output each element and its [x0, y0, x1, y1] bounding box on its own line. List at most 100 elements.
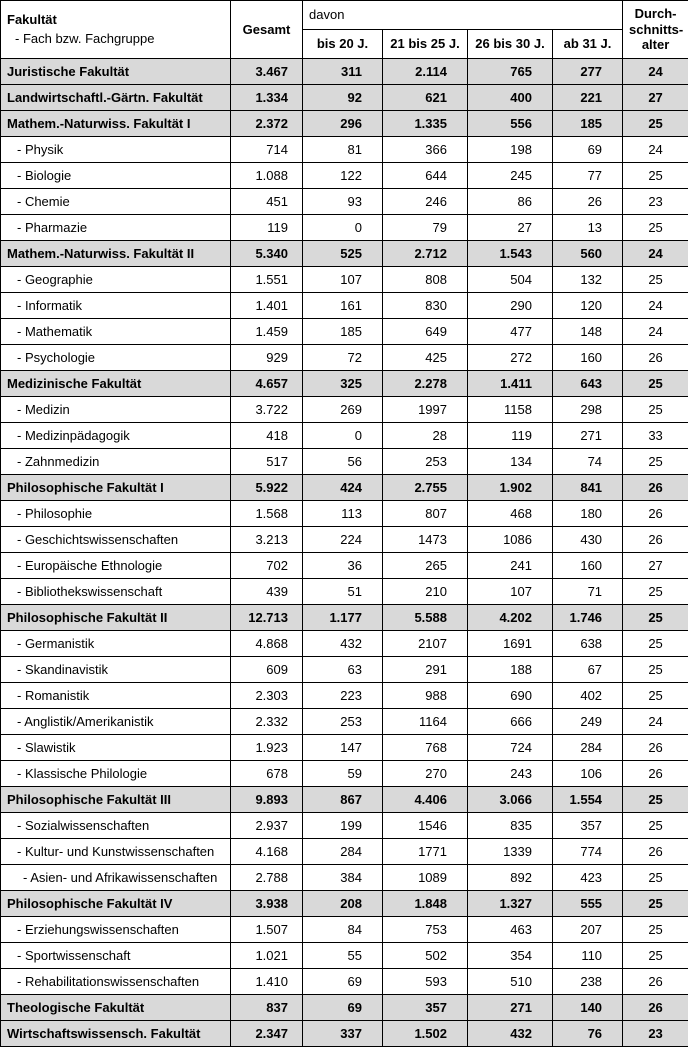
table-row: - Kultur- und Kunstwissenschaften4.16828…	[1, 838, 688, 864]
table-row: - Klassische Philologie6785927024310626	[1, 760, 688, 786]
row-value: 180	[553, 500, 623, 526]
faculty-age-table: Fakultät - Fach bzw. Fachgruppe Gesamt d…	[0, 0, 688, 1047]
row-label: - Erziehungswissenschaften	[1, 916, 231, 942]
table-row: - Medizinpädagogik41802811927133	[1, 422, 688, 448]
row-label: - Mathematik	[1, 318, 231, 344]
row-value: 425	[383, 344, 468, 370]
table-row: - Zahnmedizin517562531347425	[1, 448, 688, 474]
row-value: 81	[303, 136, 383, 162]
row-value: 1.177	[303, 604, 383, 630]
table-row: - Physik714813661986924	[1, 136, 688, 162]
row-value: 284	[303, 838, 383, 864]
row-label: - Chemie	[1, 188, 231, 214]
row-gesamt: 3.213	[231, 526, 303, 552]
table-row: - Medizin3.7222691997115829825	[1, 396, 688, 422]
row-value: 69	[303, 968, 383, 994]
row-value: 69	[553, 136, 623, 162]
row-gesamt: 2.372	[231, 110, 303, 136]
row-value: 272	[468, 344, 553, 370]
row-label: Theologische Fakultät	[1, 994, 231, 1020]
row-value: 621	[383, 84, 468, 110]
row-value: 0	[303, 214, 383, 240]
row-value: 26	[553, 188, 623, 214]
row-gesamt: 609	[231, 656, 303, 682]
row-value: 55	[303, 942, 383, 968]
row-label: - Zahnmedizin	[1, 448, 231, 474]
table-row: - Biologie1.0881226442457725	[1, 162, 688, 188]
row-value: 1158	[468, 396, 553, 422]
row-value: 271	[468, 994, 553, 1020]
header-col-2: 26 bis 30 J.	[468, 29, 553, 58]
row-label: Philosophische Fakultät IV	[1, 890, 231, 916]
row-gesamt: 929	[231, 344, 303, 370]
row-value: 1.411	[468, 370, 553, 396]
row-value: 77	[553, 162, 623, 188]
row-gesamt: 2.303	[231, 682, 303, 708]
row-value: 384	[303, 864, 383, 890]
row-value: 643	[553, 370, 623, 396]
row-value: 765	[468, 58, 553, 84]
row-value: 199	[303, 812, 383, 838]
row-label: - Medizin	[1, 396, 231, 422]
row-avg: 25	[623, 370, 688, 396]
row-value: 768	[383, 734, 468, 760]
row-value: 185	[303, 318, 383, 344]
row-value: 463	[468, 916, 553, 942]
row-value: 337	[303, 1020, 383, 1046]
row-gesamt: 837	[231, 994, 303, 1020]
row-avg: 25	[623, 786, 688, 812]
table-header: Fakultät - Fach bzw. Fachgruppe Gesamt d…	[1, 1, 688, 59]
row-value: 132	[553, 266, 623, 292]
row-value: 290	[468, 292, 553, 318]
row-value: 1.502	[383, 1020, 468, 1046]
row-value: 556	[468, 110, 553, 136]
header-avg-text: Durch- schnitts- alter	[629, 6, 683, 52]
row-value: 1089	[383, 864, 468, 890]
row-value: 5.588	[383, 604, 468, 630]
row-value: 357	[553, 812, 623, 838]
row-gesamt: 12.713	[231, 604, 303, 630]
header-davon: davon	[303, 1, 623, 30]
row-avg: 25	[623, 604, 688, 630]
row-value: 644	[383, 162, 468, 188]
row-avg: 26	[623, 838, 688, 864]
row-value: 107	[468, 578, 553, 604]
row-label: - Germanistik	[1, 630, 231, 656]
table-row: - Pharmazie119079271325	[1, 214, 688, 240]
row-value: 36	[303, 552, 383, 578]
row-value: 3.066	[468, 786, 553, 812]
row-avg: 26	[623, 734, 688, 760]
table-row: Philosophische Fakultät I5.9224242.7551.…	[1, 474, 688, 500]
table-row: Medizinische Fakultät4.6573252.2781.4116…	[1, 370, 688, 396]
row-value: 86	[468, 188, 553, 214]
row-avg: 25	[623, 682, 688, 708]
row-value: 1.554	[553, 786, 623, 812]
header-faculty: Fakultät - Fach bzw. Fachgruppe	[1, 1, 231, 59]
row-avg: 26	[623, 344, 688, 370]
table-row: - Chemie45193246862623	[1, 188, 688, 214]
row-avg: 25	[623, 162, 688, 188]
row-avg: 25	[623, 812, 688, 838]
row-value: 774	[553, 838, 623, 864]
row-value: 291	[383, 656, 468, 682]
row-value: 188	[468, 656, 553, 682]
row-value: 477	[468, 318, 553, 344]
row-value: 354	[468, 942, 553, 968]
row-value: 93	[303, 188, 383, 214]
header-col-1: 21 bis 25 J.	[383, 29, 468, 58]
row-value: 221	[553, 84, 623, 110]
row-gesamt: 4.168	[231, 838, 303, 864]
row-value: 28	[383, 422, 468, 448]
row-value: 432	[303, 630, 383, 656]
table-row: - Bibliothekswissenschaft439512101077125	[1, 578, 688, 604]
row-label: - Informatik	[1, 292, 231, 318]
row-value: 555	[553, 890, 623, 916]
row-value: 690	[468, 682, 553, 708]
header-faculty-sublabel: - Fach bzw. Fachgruppe	[7, 31, 224, 46]
row-avg: 24	[623, 240, 688, 266]
row-value: 1.746	[553, 604, 623, 630]
row-value: 2.278	[383, 370, 468, 396]
row-value: 1.902	[468, 474, 553, 500]
row-value: 808	[383, 266, 468, 292]
row-value: 432	[468, 1020, 553, 1046]
